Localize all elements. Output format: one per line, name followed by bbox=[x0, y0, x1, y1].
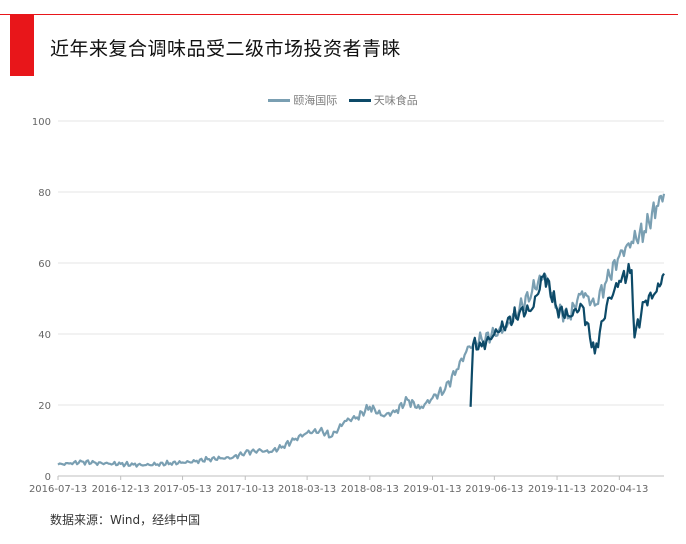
top-rule bbox=[0, 14, 678, 15]
x-tick-label: 2019-01-13 bbox=[403, 484, 461, 495]
x-tick-label: 2017-10-13 bbox=[216, 484, 274, 495]
y-tick-label: 80 bbox=[38, 188, 51, 199]
x-tick-label: 2020-04-13 bbox=[590, 484, 648, 495]
legend-label-yihai: 颐海国际 bbox=[293, 94, 338, 107]
legend-item-yihai: 颐海国际 bbox=[268, 92, 337, 108]
page-title: 近年来复合调味品受二级市场投资者青睐 bbox=[50, 38, 402, 60]
series-line-yihai bbox=[57, 193, 666, 468]
title-accent-bar bbox=[10, 14, 34, 76]
y-tick-label: 100 bbox=[32, 117, 51, 128]
x-tick-label: 2019-06-13 bbox=[465, 484, 523, 495]
x-tick-label: 2016-07-13 bbox=[29, 484, 87, 495]
y-tick-label: 20 bbox=[38, 401, 51, 412]
source-note: 数据来源：Wind，经纬中国 bbox=[50, 513, 201, 527]
legend-label-tianwei: 天味食品 bbox=[373, 94, 418, 107]
legend-swatch-tianwei bbox=[348, 98, 371, 102]
x-tick-label: 2018-08-13 bbox=[341, 484, 399, 495]
chart-legend: 颐海国际 天味食品 bbox=[0, 92, 686, 108]
y-tick-label: 60 bbox=[38, 259, 51, 270]
legend-swatch-yihai bbox=[268, 98, 291, 102]
y-tick-label: 0 bbox=[45, 472, 51, 483]
y-tick-label: 40 bbox=[38, 330, 51, 341]
series-line-tianwei bbox=[469, 262, 665, 407]
x-tick-label: 2017-05-13 bbox=[153, 484, 211, 495]
legend-item-tianwei: 天味食品 bbox=[348, 92, 418, 108]
x-tick-label: 2016-12-13 bbox=[92, 484, 150, 495]
x-tick-label: 2019-11-13 bbox=[528, 484, 586, 495]
x-tick-label: 2018-03-13 bbox=[278, 484, 336, 495]
